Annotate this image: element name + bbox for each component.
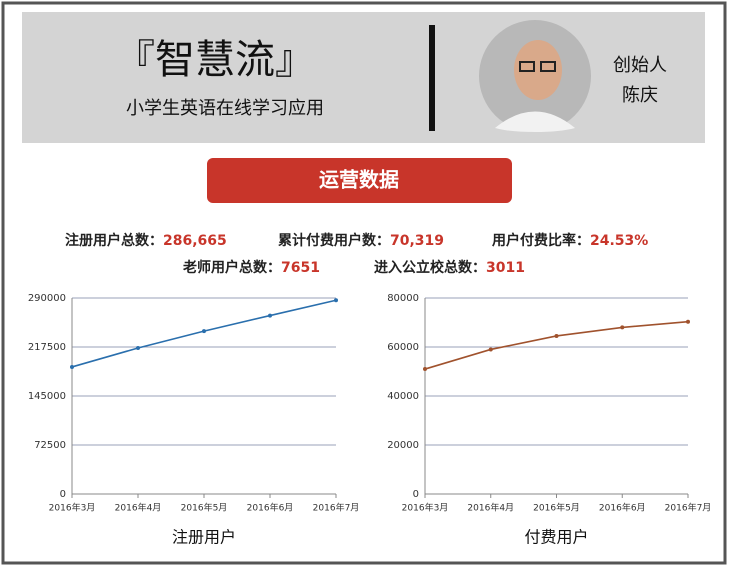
x-tick-label: 2016年5月	[533, 502, 580, 514]
shirt	[495, 111, 575, 132]
person: 陈庆	[622, 85, 658, 106]
point	[554, 333, 559, 338]
point	[488, 347, 493, 352]
role: 创始人	[613, 55, 667, 76]
metric-value: 7651	[281, 260, 320, 276]
header-band	[22, 12, 705, 143]
y-tick-label: 217500	[28, 342, 66, 353]
y-tick-label: 80000	[387, 293, 419, 304]
y-tick-label: 0	[413, 489, 419, 500]
y-tick-label: 145000	[28, 391, 66, 402]
metric: 注册用户总数：286,665	[65, 232, 227, 249]
metric-label: 用户付费比率：	[492, 232, 590, 249]
x-tick-label: 2016年6月	[599, 502, 646, 514]
x-axis-title: 注册用户	[172, 528, 236, 547]
point	[136, 346, 140, 351]
point	[334, 298, 338, 303]
banner-text: 运营数据	[319, 168, 399, 192]
y-tick-label: 290000	[28, 293, 66, 304]
metric-value: 3011	[486, 260, 525, 276]
point	[70, 364, 74, 369]
x-tick-label: 2016年5月	[181, 502, 228, 514]
divider	[429, 25, 435, 131]
point	[268, 313, 272, 318]
x-tick-label: 2016年4月	[115, 502, 162, 514]
subtitle: 小学生英语在线学习应用	[126, 98, 324, 119]
metric-label: 进入公立校总数：	[374, 259, 486, 276]
x-tick-label: 2016年3月	[402, 502, 449, 514]
face	[514, 40, 562, 100]
metric: 老师用户总数：7651	[183, 259, 320, 276]
portrait	[479, 20, 591, 132]
x-tick-label: 2016年7月	[665, 502, 712, 514]
metric: 进入公立校总数：3011	[374, 259, 525, 276]
metric: 累计付费用户数：70,319	[278, 232, 444, 249]
metric: 用户付费比率：24.53%	[492, 232, 648, 249]
metric-label: 老师用户总数：	[183, 259, 281, 276]
x-tick-label: 2016年3月	[49, 502, 96, 514]
metric-value: 286,665	[163, 233, 227, 249]
point	[202, 329, 206, 334]
metric-value: 70,319	[390, 233, 444, 249]
metric-label: 累计付费用户数：	[278, 232, 390, 249]
x-tick-label: 2016年4月	[467, 502, 514, 514]
title: 『智慧流』	[115, 37, 315, 83]
y-tick-label: 0	[60, 489, 66, 500]
x-axis-title: 付费用户	[524, 528, 588, 547]
y-tick-label: 60000	[387, 342, 419, 353]
metric-label: 注册用户总数：	[65, 232, 163, 249]
y-tick-label: 72500	[34, 440, 66, 451]
x-tick-label: 2016年6月	[247, 502, 294, 514]
glasses-right	[540, 61, 556, 72]
point	[620, 325, 625, 330]
point	[423, 367, 427, 372]
glasses-left	[519, 61, 535, 72]
banner	[207, 158, 512, 203]
y-tick-label: 20000	[387, 440, 419, 451]
metric-value: 24.53%	[590, 233, 648, 249]
x-tick-label: 2016年7月	[313, 502, 360, 514]
y-tick-label: 40000	[387, 391, 419, 402]
point	[686, 319, 690, 324]
